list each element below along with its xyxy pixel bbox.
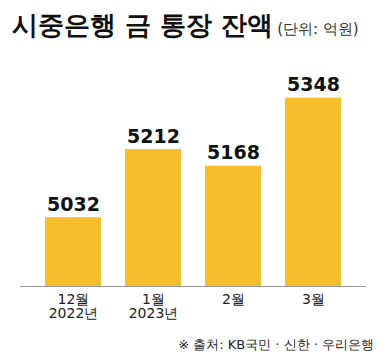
- svg-text:5348: 5348: [287, 73, 340, 95]
- svg-text:2월: 2월: [222, 291, 245, 307]
- svg-text:5168: 5168: [207, 141, 260, 163]
- html-text:시중은행 금 통장 잔액(단위: 억원): 시중은행 금 통장 잔액(단위: 억원): [12, 10, 359, 40]
- svg-text:5212: 5212: [127, 125, 180, 147]
- svg-text:1월2023년: 1월2023년: [129, 291, 179, 321]
- html-text:※ 출처: KB국민 · 신한 · 우리은행: ※ 출처: KB국민 · 신한 · 우리은행: [178, 337, 374, 352]
- svg-text:5032: 5032: [47, 193, 100, 215]
- svg-text:12월2022년: 12월2022년: [49, 291, 99, 321]
- svg-text:3월: 3월: [302, 291, 325, 307]
